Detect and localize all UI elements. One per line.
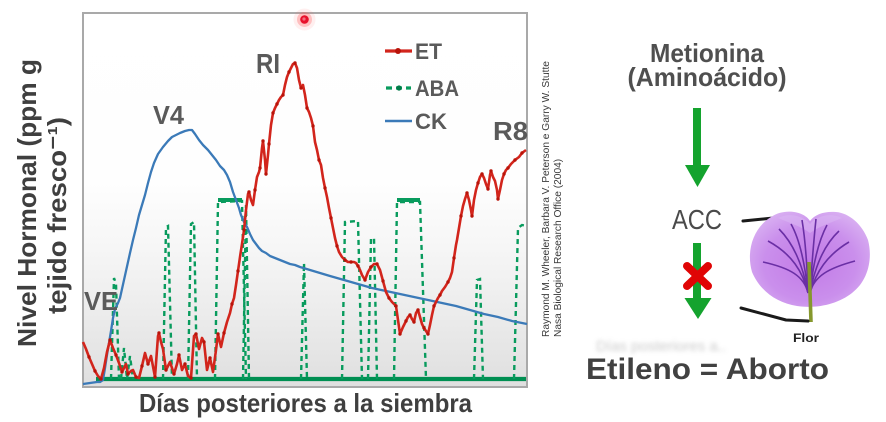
svg-text:R8: R8 <box>493 116 528 146</box>
svg-text:CK: CK <box>415 109 447 134</box>
svg-text:VE: VE <box>84 286 118 316</box>
svg-text:Metionina: Metionina <box>650 38 764 68</box>
svg-text:RI: RI <box>256 48 280 79</box>
svg-text:Nasa Biological Research Offic: Nasa Biological Research Office (2004) <box>553 159 564 337</box>
svg-text:Flor: Flor <box>793 331 819 345</box>
svg-text:Días posteriores a la siembra: Días posteriores a la siembra <box>139 388 472 418</box>
svg-text:tejido fresco⁻¹): tejido fresco⁻¹) <box>42 117 72 314</box>
svg-text:V4: V4 <box>153 100 185 130</box>
svg-text:Etileno = Aborto: Etileno = Aborto <box>586 353 829 386</box>
svg-text:Raymond M. Wheeler, Barbara V.: Raymond M. Wheeler, Barbara V. Peterson … <box>541 61 552 337</box>
svg-text:ET: ET <box>415 39 443 64</box>
svg-text:Nivel Hormonal (ppm g: Nivel Hormonal (ppm g <box>12 59 42 347</box>
svg-text:ABA: ABA <box>415 76 459 101</box>
svg-text:Días posteriores a..: Días posteriores a.. <box>596 338 726 355</box>
svg-text:(Aminoácido): (Aminoácido) <box>628 62 787 92</box>
svg-text:ACC: ACC <box>672 204 722 235</box>
